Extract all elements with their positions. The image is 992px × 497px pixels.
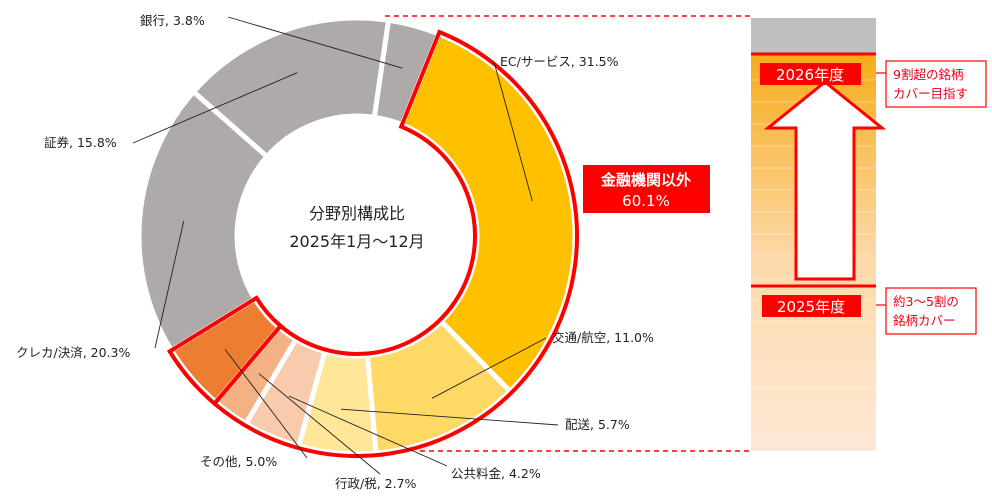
slice-label-8: 証券, 15.8% [44,135,117,150]
slice-label-4: 公共料金, 4.2% [451,466,541,481]
highlight-outline-other [166,295,284,407]
leader-line-2 [431,337,547,399]
target-note-line1: 9割超の銘柄 [893,67,963,82]
leader-line-9 [227,16,403,69]
leader-line-8 [132,72,298,144]
slice-label-7: クレカ/決済, 20.3% [16,345,130,360]
slice-label-1: EC/サービス, 31.5% [500,54,619,69]
non-financial-highlight-outline [166,29,579,458]
slice-7 [136,88,271,354]
center-title: 分野別構成比 [309,204,405,223]
slice-label-9: 銀行, 3.8% [140,13,205,28]
slice-label-5: 行政/税, 2.7% [335,476,417,491]
highlight-badge-value: 60.1% [622,192,670,210]
label-leader-lines [132,16,559,475]
target-year-badge [760,63,861,85]
increase-arrow [763,80,887,281]
slice-label-3: 配送, 5.7% [565,417,630,432]
highlight-badge-title: 金融機関以外 [600,171,691,189]
target-note-line2: カバー目指す [893,86,968,101]
highlight-badge [583,165,710,213]
center-subtitle: 2025年1月〜12月 [289,232,424,251]
current-year-label: 2025年度 [777,298,845,316]
current-note-line2: 銘柄カバー [893,313,956,328]
leader-line-4 [288,395,448,467]
current-note-line1: 約3〜5割の [893,294,959,309]
target-year-label: 2026年度 [776,66,844,84]
target-note-box [885,60,987,108]
current-note-box [885,287,977,335]
uncovered-portion [751,18,876,54]
leader-line-1 [493,61,533,202]
leader-line-7 [154,221,185,349]
current-year-badge [762,295,861,317]
slice-label-2: 交通/航空, 11.0% [552,330,654,345]
leader-line-3 [341,408,559,426]
highlight-outline-main [211,29,579,458]
leader-line-6 [224,348,308,459]
slice-label-6: その他, 5.0% [200,454,277,469]
leader-line-5 [258,373,381,475]
slice-labels: EC/サービス, 31.5% 交通/航空, 11.0% 配送, 5.7% 公共料金, … [16,13,654,491]
